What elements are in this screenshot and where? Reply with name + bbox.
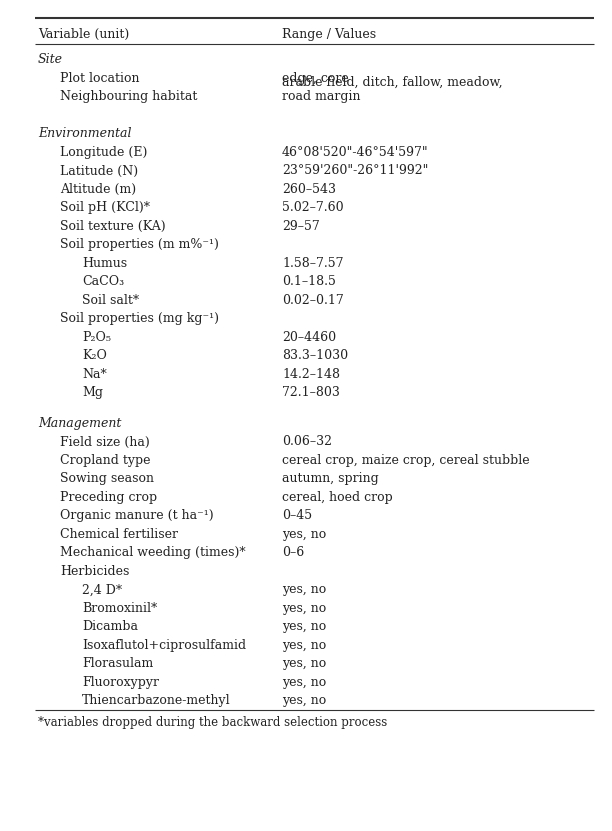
Text: Soil pH (KCl)*: Soil pH (KCl)* xyxy=(60,201,150,214)
Text: Isoxaflutol+ciprosulfamid: Isoxaflutol+ciprosulfamid xyxy=(82,639,246,652)
Text: Bromoxinil*: Bromoxinil* xyxy=(82,602,157,615)
Text: yes, no: yes, no xyxy=(282,695,326,707)
Text: Site: Site xyxy=(38,53,63,66)
Text: 1.58–7.57: 1.58–7.57 xyxy=(282,257,343,270)
Text: yes, no: yes, no xyxy=(282,528,326,541)
Text: arable field, ditch, fallow, meadow,
road margin: arable field, ditch, fallow, meadow, roa… xyxy=(282,76,502,104)
Text: Longitude (E): Longitude (E) xyxy=(60,146,147,159)
Text: cereal, hoed crop: cereal, hoed crop xyxy=(282,491,393,504)
Text: Soil salt*: Soil salt* xyxy=(82,294,139,307)
Text: *variables dropped during the backward selection process: *variables dropped during the backward s… xyxy=(38,716,387,730)
Text: yes, no: yes, no xyxy=(282,583,326,597)
Text: yes, no: yes, no xyxy=(282,657,326,671)
Text: Florasulam: Florasulam xyxy=(82,657,153,671)
Text: Herbicides: Herbicides xyxy=(60,565,129,578)
Text: Variable (unit): Variable (unit) xyxy=(38,28,129,41)
Text: Soil properties (mg kg⁻¹): Soil properties (mg kg⁻¹) xyxy=(60,312,219,326)
Text: 0.1–18.5: 0.1–18.5 xyxy=(282,276,336,288)
Text: Organic manure (t ha⁻¹): Organic manure (t ha⁻¹) xyxy=(60,509,214,523)
Text: Range / Values: Range / Values xyxy=(282,28,376,41)
Text: Fluoroxypyr: Fluoroxypyr xyxy=(82,676,159,689)
Text: 0.02–0.17: 0.02–0.17 xyxy=(282,294,344,307)
Text: 83.3–1030: 83.3–1030 xyxy=(282,350,348,362)
Text: Mechanical weeding (times)*: Mechanical weeding (times)* xyxy=(60,547,245,559)
Text: Thiencarbazone-methyl: Thiencarbazone-methyl xyxy=(82,695,231,707)
Text: yes, no: yes, no xyxy=(282,621,326,633)
Text: 72.1–803: 72.1–803 xyxy=(282,386,340,400)
Text: Environmental: Environmental xyxy=(38,127,132,140)
Text: 46°08'520"-46°54'597": 46°08'520"-46°54'597" xyxy=(282,146,428,159)
Text: Mg: Mg xyxy=(82,386,103,400)
Text: 5.02–7.60: 5.02–7.60 xyxy=(282,201,343,214)
Text: 2,4 D*: 2,4 D* xyxy=(82,583,122,597)
Text: autumn, spring: autumn, spring xyxy=(282,473,379,485)
Text: yes, no: yes, no xyxy=(282,602,326,615)
Text: yes, no: yes, no xyxy=(282,676,326,689)
Text: Cropland type: Cropland type xyxy=(60,454,151,467)
Text: 260–543: 260–543 xyxy=(282,183,336,196)
Text: Sowing season: Sowing season xyxy=(60,473,154,485)
Text: 23°59'260"-26°11'992": 23°59'260"-26°11'992" xyxy=(282,165,428,178)
Text: 29–57: 29–57 xyxy=(282,220,319,233)
Text: CaCO₃: CaCO₃ xyxy=(82,276,124,288)
Text: Soil properties (m m%⁻¹): Soil properties (m m%⁻¹) xyxy=(60,238,219,252)
Text: Altitude (m): Altitude (m) xyxy=(60,183,136,196)
Text: Chemical fertiliser: Chemical fertiliser xyxy=(60,528,178,541)
Text: 0.06–32: 0.06–32 xyxy=(282,435,332,449)
Text: 20–4460: 20–4460 xyxy=(282,331,336,344)
Text: P₂O₅: P₂O₅ xyxy=(82,331,111,344)
Text: Humus: Humus xyxy=(82,257,127,270)
Text: Plot location: Plot location xyxy=(60,72,140,85)
Text: Neighbouring habitat: Neighbouring habitat xyxy=(60,91,198,104)
Text: 0–45: 0–45 xyxy=(282,509,312,523)
Text: K₂O: K₂O xyxy=(82,350,107,362)
Text: 14.2–148: 14.2–148 xyxy=(282,368,340,381)
Text: 0–6: 0–6 xyxy=(282,547,304,559)
Text: cereal crop, maize crop, cereal stubble: cereal crop, maize crop, cereal stubble xyxy=(282,454,529,467)
Text: Na*: Na* xyxy=(82,368,106,381)
Text: Management: Management xyxy=(38,417,121,430)
Text: Field size (ha): Field size (ha) xyxy=(60,435,150,449)
Text: yes, no: yes, no xyxy=(282,639,326,652)
Text: edge, core: edge, core xyxy=(282,72,349,85)
Text: Latitude (N): Latitude (N) xyxy=(60,165,138,178)
Text: Dicamba: Dicamba xyxy=(82,621,138,633)
Text: Preceding crop: Preceding crop xyxy=(60,491,157,504)
Text: Soil texture (KA): Soil texture (KA) xyxy=(60,220,166,233)
